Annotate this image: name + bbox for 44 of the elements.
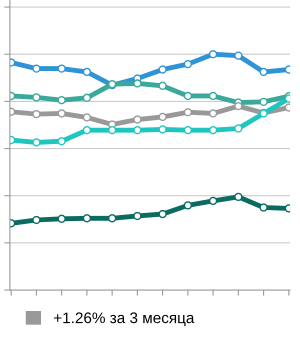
- point: [158, 210, 167, 218]
- point: [208, 50, 218, 58]
- point: [57, 214, 66, 223]
- point: [32, 110, 41, 118]
- point: [32, 93, 41, 102]
- point: [158, 82, 167, 90]
- point: [259, 203, 268, 212]
- point: [208, 126, 218, 134]
- point: [82, 68, 92, 76]
- point: [57, 64, 66, 73]
- point: [82, 94, 92, 102]
- point: [158, 125, 167, 134]
- point: [234, 192, 243, 202]
- point: [158, 65, 167, 74]
- point: [57, 96, 66, 104]
- point: [208, 196, 218, 206]
- point: [32, 138, 41, 147]
- point: [133, 79, 142, 88]
- point: [158, 112, 167, 122]
- point: [259, 98, 268, 106]
- point: [184, 126, 192, 134]
- point: [234, 124, 243, 133]
- point: [32, 64, 41, 73]
- point: [184, 108, 192, 116]
- point: [184, 201, 192, 210]
- point: [108, 126, 116, 134]
- point: [82, 113, 92, 122]
- point: [208, 109, 218, 118]
- point: [82, 214, 92, 223]
- legend-label: +1.26% за 3 месяца: [54, 312, 194, 326]
- point: [208, 92, 218, 100]
- point: [57, 109, 66, 118]
- point: [108, 214, 116, 223]
- point: [184, 92, 192, 100]
- point: [234, 51, 243, 60]
- point: [133, 115, 142, 124]
- point: [133, 212, 142, 220]
- point: [259, 68, 268, 76]
- point: [57, 137, 66, 146]
- point: [133, 126, 142, 134]
- point: [184, 60, 192, 68]
- point: [32, 216, 41, 224]
- point: [234, 102, 243, 110]
- point: [82, 126, 92, 134]
